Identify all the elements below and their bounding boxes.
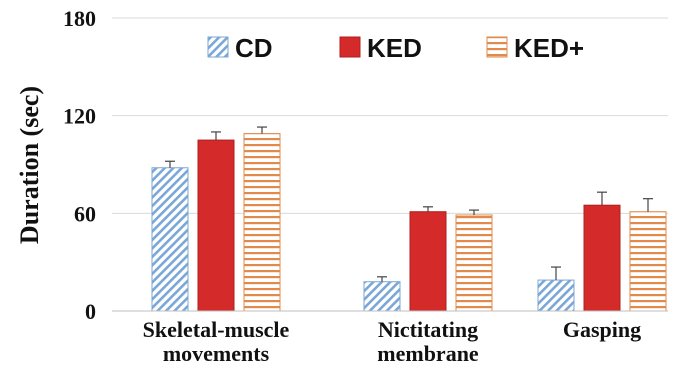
bar-ked-plus-1 (455, 214, 493, 312)
y-tick-label: 0 (85, 299, 96, 324)
x-tick-label: Gasping (563, 317, 641, 342)
legend-label: KED+ (514, 33, 584, 63)
x-tick-label: Skeletal-muscle (143, 317, 290, 342)
bar-ked-plus-2 (629, 211, 667, 312)
bar-ked-0 (197, 139, 235, 312)
y-tick-label: 60 (74, 201, 96, 226)
bar-ked-plus-0 (243, 133, 281, 312)
y-axis-label: Duration (sec) (15, 86, 44, 244)
x-tick-label: movements (163, 341, 270, 366)
legend-label: KED (367, 33, 422, 63)
bar-ked-1 (409, 211, 447, 312)
bars (151, 126, 667, 312)
bar-ked-2 (583, 204, 621, 312)
legend-swatch (339, 36, 361, 58)
legend: CD KED KED+ (207, 33, 584, 63)
x-tick-label: membrane (377, 341, 479, 366)
bar-cd-2 (537, 279, 575, 312)
y-tick-label: 120 (63, 104, 96, 129)
bar-cd-1 (363, 281, 401, 312)
legend-label: CD (235, 33, 273, 63)
legend-swatch (486, 36, 508, 58)
x-tick-label: Nictitating (378, 317, 478, 342)
bar-cd-0 (151, 167, 189, 312)
legend-swatch (207, 36, 229, 58)
y-tick-label: 180 (63, 6, 96, 31)
